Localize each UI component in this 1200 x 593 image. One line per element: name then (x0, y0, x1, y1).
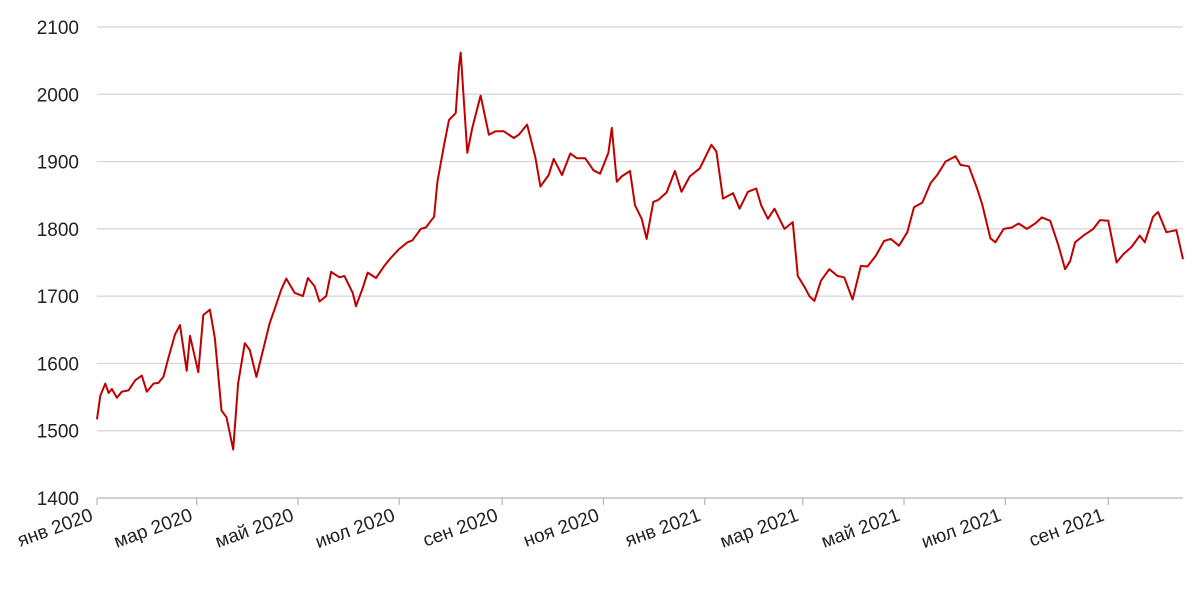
y-tick-label: 2100 (37, 18, 79, 39)
y-tick-label: 1800 (37, 220, 79, 241)
series-layer (96, 51, 1184, 451)
x-tick-label: мар 2020 (111, 505, 195, 553)
x-tick-label: июл 2020 (313, 505, 398, 553)
y-axis: 1400 1500 1600 1700 1800 1900 2000 2100 (37, 18, 79, 510)
y-tick-label: 1900 (37, 153, 79, 174)
x-axis: янв 2020 мар 2020 май 2020 июл 2020 сен 2020… (15, 497, 1183, 553)
y-tick-label: 1600 (37, 354, 79, 375)
y-tick-label: 1400 (37, 489, 79, 510)
x-tick-label: май 2020 (213, 505, 297, 553)
x-tick-label: ноя 2020 (521, 505, 602, 552)
y-tick-label: 1700 (37, 287, 79, 308)
y-tick-label: 1500 (37, 422, 79, 443)
x-tick-label: мар 2021 (717, 505, 801, 553)
x-tick-label: июл 2021 (919, 505, 1004, 553)
x-tick-label: сен 2020 (420, 505, 501, 551)
x-tick-label: янв 2021 (623, 505, 704, 552)
x-tick-label: янв 2020 (15, 505, 96, 552)
x-tick-label: май 2021 (819, 505, 903, 553)
x-tick-label: сен 2021 (1026, 505, 1107, 551)
y-tick-label: 2000 (37, 85, 79, 106)
series-line (96, 51, 1184, 451)
grid-lines (97, 26, 1183, 432)
